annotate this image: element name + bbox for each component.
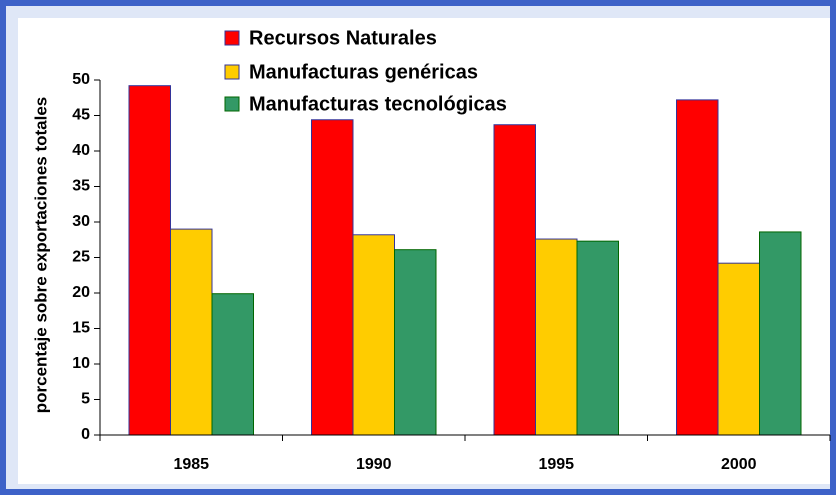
legend-label: Recursos Naturales	[249, 27, 437, 49]
legend-swatch	[224, 30, 240, 46]
legend-label: Manufacturas genéricas	[249, 61, 478, 83]
bar	[211, 293, 254, 436]
legend-swatch	[224, 96, 240, 112]
y-axis-label: porcentaje sobre exportaciones totales	[31, 97, 50, 414]
legend-label: Manufacturas tecnológicas	[249, 93, 507, 115]
bar	[717, 262, 760, 436]
y-tick-label: 35	[72, 178, 90, 195]
y-tick-label: 5	[81, 391, 90, 408]
x-tick-label: 2000	[721, 456, 757, 473]
y-tick-label: 50	[72, 71, 90, 88]
bar	[535, 238, 578, 436]
bar	[352, 234, 395, 436]
x-tick-label: 1985	[173, 456, 209, 473]
bar	[311, 119, 354, 436]
y-tick-label: 10	[72, 355, 90, 372]
bar	[128, 85, 171, 436]
bar	[493, 124, 536, 436]
y-tick-label: 15	[72, 320, 90, 337]
y-tick-label: 30	[72, 213, 90, 230]
bar	[394, 249, 437, 436]
bar	[576, 240, 619, 436]
bar	[759, 231, 802, 436]
x-tick-label: 1990	[356, 456, 392, 473]
bar	[676, 99, 719, 436]
x-tick-label: 1995	[538, 456, 574, 473]
legend-swatch	[224, 64, 240, 80]
bar	[170, 228, 213, 436]
y-tick-label: 25	[72, 249, 90, 266]
y-tick-label: 0	[81, 426, 90, 443]
y-tick-label: 40	[72, 142, 90, 159]
y-tick-label: 45	[72, 107, 90, 124]
y-tick-label: 20	[72, 284, 90, 301]
